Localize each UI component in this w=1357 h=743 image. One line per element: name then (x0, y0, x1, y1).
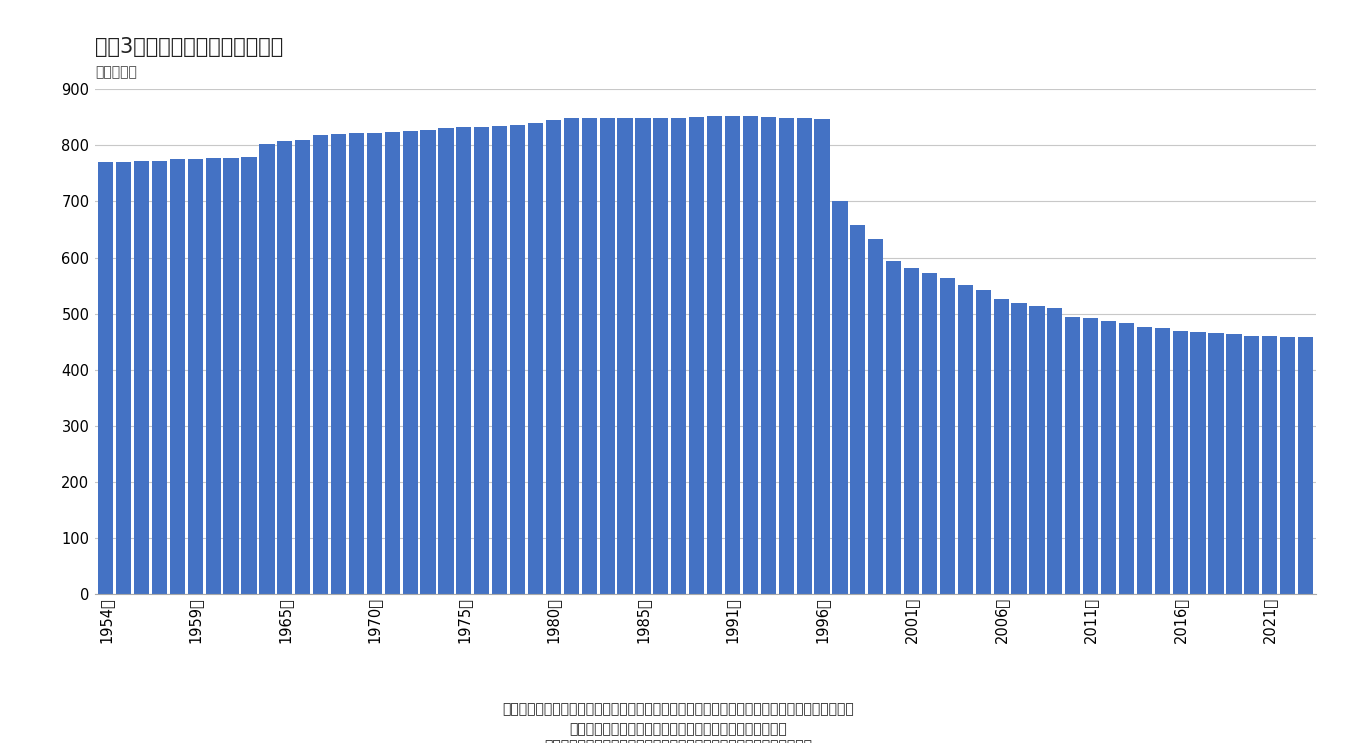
Bar (205, 158, 221, 594)
Bar (1190, 331, 1206, 594)
Bar (1244, 336, 1259, 594)
Bar (921, 273, 938, 594)
Bar (617, 118, 632, 594)
Bar (851, 225, 866, 594)
Bar (976, 290, 991, 594)
Bar (904, 267, 919, 594)
Bar (797, 118, 811, 594)
Bar (1262, 336, 1277, 594)
Bar (528, 123, 543, 594)
Bar (1172, 331, 1187, 594)
Bar (832, 201, 848, 594)
Bar (98, 162, 114, 594)
Bar (546, 120, 560, 594)
Bar (384, 132, 400, 594)
Bar (349, 133, 364, 594)
Text: 出典：国立社会保障・人口問題研究所「社会保障統計年報」、全国保健所長会資料を基に作成: 出典：国立社会保障・人口問題研究所「社会保障統計年報」、全国保健所長会資料を基に… (502, 702, 855, 716)
Bar (653, 118, 669, 594)
Bar (421, 129, 436, 594)
Bar (1083, 318, 1098, 594)
Bar (563, 118, 579, 594)
Bar (707, 116, 722, 594)
Bar (761, 117, 776, 594)
Bar (582, 118, 597, 594)
Bar (366, 133, 381, 594)
Bar (1280, 337, 1295, 594)
Bar (814, 119, 829, 594)
Bar (493, 126, 508, 594)
Bar (277, 141, 292, 594)
Bar (438, 129, 453, 594)
Bar (940, 279, 955, 594)
Bar (1101, 321, 1117, 594)
Bar (1297, 337, 1314, 594)
Bar (1011, 303, 1027, 594)
Bar (672, 118, 687, 594)
Bar (294, 140, 311, 594)
Bar (403, 131, 418, 594)
Bar (1120, 323, 1134, 594)
Bar (187, 159, 204, 594)
Bar (1227, 334, 1242, 594)
Bar (1065, 317, 1080, 594)
Bar (242, 157, 256, 594)
Bar (1208, 334, 1224, 594)
Bar (742, 116, 759, 594)
Bar (1048, 308, 1063, 594)
Bar (1137, 327, 1152, 594)
Bar (958, 285, 973, 594)
Bar (134, 161, 149, 594)
Bar (510, 125, 525, 594)
Bar (456, 127, 471, 594)
Bar (993, 299, 1008, 594)
Bar (313, 135, 328, 594)
Bar (259, 143, 274, 594)
Text: 資枙3：保健所の設置個所数推移: 資枙3：保健所の設置個所数推移 (95, 37, 284, 57)
Text: 注１：統計上、１ﾙﾖ３年と１ﾙﾘ７年のデータがない。: 注１：統計上、１ﾙﾖ３年と１ﾙﾘ７年のデータがない。 (570, 722, 787, 736)
Bar (331, 134, 346, 594)
Bar (886, 261, 901, 594)
Bar (725, 116, 740, 594)
Bar (474, 127, 490, 594)
Text: 注２：データには３月末現在と４月１日現在のデータが含まれている。: 注２：データには３月末現在と４月１日現在のデータが含まれている。 (544, 739, 813, 743)
Text: 単位：カ所: 単位：カ所 (95, 65, 137, 79)
Bar (600, 118, 615, 594)
Bar (152, 161, 167, 594)
Bar (1155, 328, 1170, 594)
Bar (170, 159, 185, 594)
Bar (635, 118, 650, 594)
Bar (1030, 306, 1045, 594)
Bar (689, 117, 704, 594)
Bar (117, 162, 132, 594)
Bar (779, 118, 794, 594)
Bar (868, 239, 883, 594)
Bar (224, 158, 239, 594)
